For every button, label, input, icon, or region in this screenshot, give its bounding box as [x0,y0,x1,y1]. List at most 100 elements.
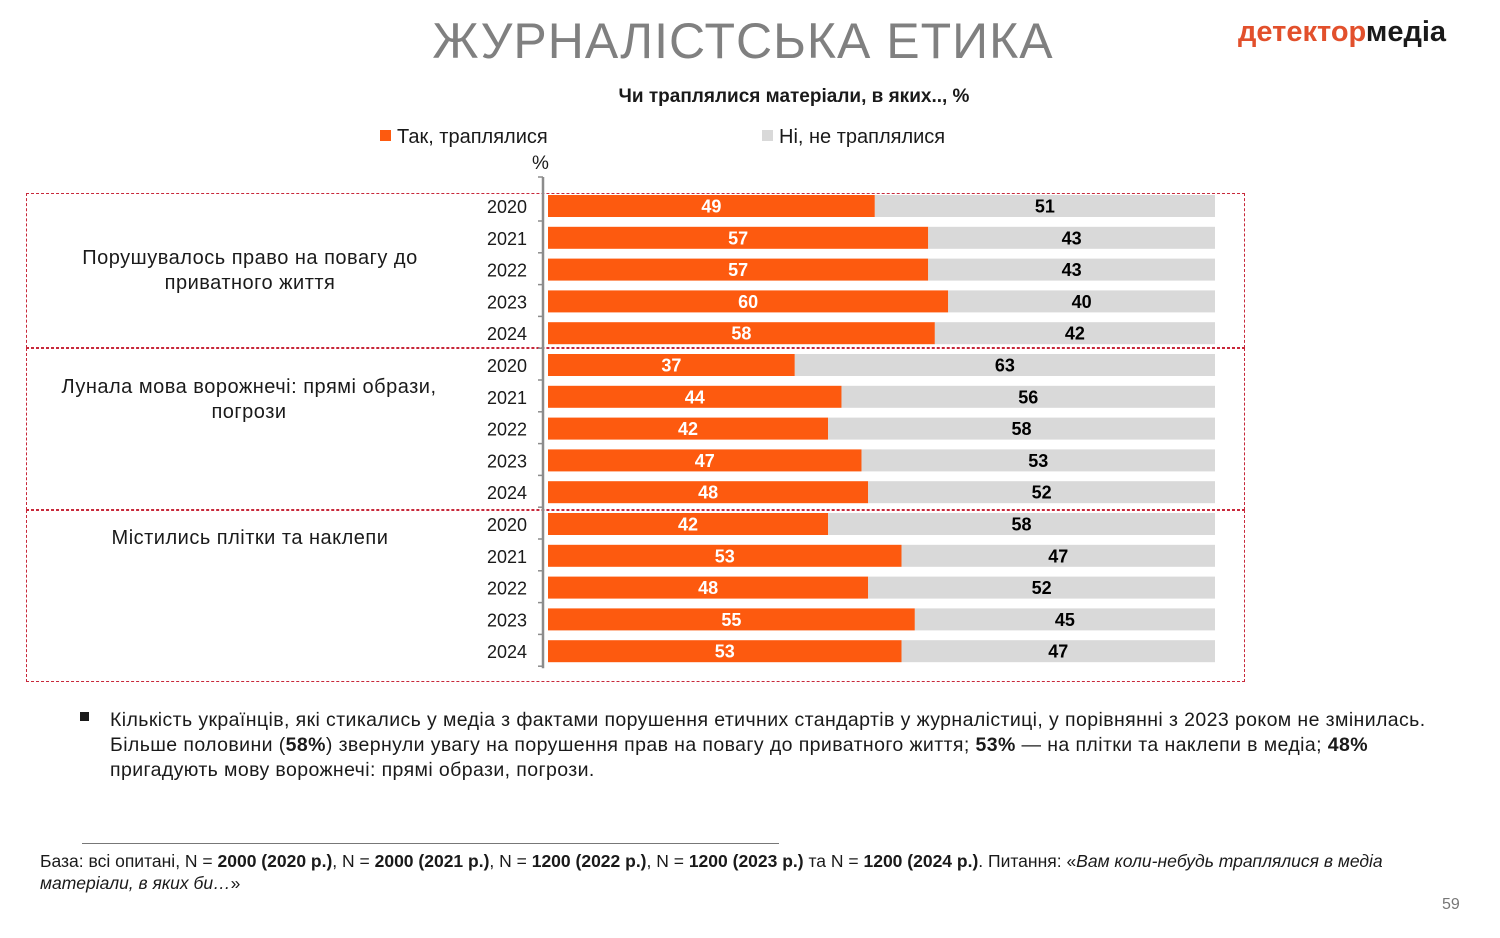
data-label-no: 51 [1035,197,1055,217]
footnote-part: » [230,873,241,893]
bar-yes [548,195,875,217]
summary-part: пригадують мову ворожнечі: прямі образи,… [110,759,595,781]
year-tick-label: 2024 [487,324,527,344]
data-label-no: 47 [1048,642,1068,662]
data-label-no: 42 [1065,324,1085,344]
data-label-no: 63 [995,356,1015,376]
footnote: База: всі опитані, N = 2000 (2020 р.), N… [40,850,1480,894]
bar-no [868,576,1215,599]
summary-highlight: 48% [1327,734,1368,756]
summary-text: Кількість українців, які стикались у мед… [110,708,1430,783]
data-label-no: 52 [1032,578,1052,598]
data-label-yes: 42 [678,515,698,535]
bar-yes [548,290,949,313]
chart-title: Чи траплялися матеріали, в яких.., % [618,86,970,107]
legend-swatch-yes [380,130,391,141]
page-title: ЖУРНАЛІСТСЬКА ЕТИКА [432,13,1054,69]
data-label-no: 58 [1012,515,1032,535]
legend-label-yes: Так, траплялися [397,126,548,148]
data-label-no: 40 [1072,292,1092,312]
stacked-bar-chart: 49 51 2020 57 43 2021 57 43 2022 60 40 2023 58 42 2024… [487,176,1215,669]
year-tick-label: 2022 [487,579,527,599]
data-label-yes: 57 [728,228,748,248]
group-box-hate-speech [26,348,1245,510]
year-tick-label: 2023 [487,451,527,471]
footnote-question: Вам коли-небудь траплялися в медіа матер… [40,851,1383,893]
bar-no [841,385,1215,408]
group-box-gossip [26,510,1245,682]
data-label-yes: 37 [661,356,681,376]
bar-yes [548,640,902,663]
year-tick-label: 2020 [487,356,527,376]
bar-no [868,481,1215,504]
year-tick-label: 2023 [487,292,527,312]
footnote-divider [82,843,779,844]
data-label-no: 43 [1062,228,1082,248]
data-label-yes: 48 [698,578,718,598]
footnote-part: База: всі опитані, N = [40,851,218,871]
data-label-yes: 60 [738,292,758,312]
group-label-privacy: Порушувалось право на повагу до приватно… [82,247,418,294]
summary-highlight: 53% [975,734,1016,756]
bar-no [828,417,1215,440]
bar-no [928,258,1215,281]
logo-part-1: детектор [1238,16,1366,48]
bar-yes [548,322,935,345]
data-label-no: 53 [1028,451,1048,471]
data-label-yes: 44 [685,387,705,407]
year-tick-label: 2020 [487,197,527,217]
footnote-part: , N = [489,851,532,871]
bar-yes [548,608,915,631]
bullet-icon [80,712,89,721]
data-label-no: 58 [1012,419,1032,439]
axis-unit-label: % [532,153,549,174]
year-tick-label: 2020 [487,515,527,535]
brand-logo: детектормедіа [1238,16,1446,49]
bar-no [901,640,1215,663]
footnote-bold: 1200 (2022 р.) [531,851,647,871]
data-label-no: 43 [1062,260,1082,280]
data-label-no: 52 [1032,483,1052,503]
bar-yes [548,544,902,567]
footnote-bold: 2000 (2020 р.) [217,851,333,871]
bar-no [928,226,1215,249]
legend-item-yes: Так, траплялися [380,126,548,149]
bar-yes [548,385,842,408]
bar-no [861,449,1215,472]
bar-yes [548,481,869,504]
year-tick-label: 2022 [487,261,527,281]
year-tick-label: 2021 [487,388,527,408]
data-label-yes: 49 [701,197,721,217]
legend-item-no: Ні, не траплялися [762,126,945,149]
data-label-yes: 48 [698,483,718,503]
data-label-no: 47 [1048,546,1068,566]
data-label-no: 45 [1055,610,1075,630]
group-label-gossip: Містились плітки та наклепи [111,527,389,549]
year-tick-label: 2022 [487,420,527,440]
bar-yes [548,354,795,376]
legend-label-no: Ні, не траплялися [779,126,946,148]
summary-highlight: 58% [285,734,326,756]
bar-yes [548,576,869,599]
year-tick-label: 2021 [487,547,527,567]
bar-no [948,290,1215,313]
year-tick-label: 2023 [487,610,527,630]
data-label-yes: 47 [695,451,715,471]
bar-no [874,195,1215,217]
year-tick-label: 2024 [487,642,527,662]
page-number: 59 [1442,896,1460,913]
footnote-part: , N = [332,851,375,871]
data-label-no: 56 [1018,387,1038,407]
bar-yes [548,417,829,440]
bar-yes [548,226,929,249]
data-label-yes: 42 [678,419,698,439]
bar-no [901,544,1215,567]
data-label-yes: 55 [721,610,741,630]
footnote-bold: 1200 (2024 р.) [863,851,979,871]
group-label-hate-speech: Лунала мова ворожнечі: прямі образи, пог… [61,376,437,423]
bar-yes [548,513,829,535]
data-label-yes: 57 [728,260,748,280]
data-label-yes: 53 [715,642,735,662]
data-label-yes: 58 [731,324,751,344]
footnote-part: та N = [803,851,864,871]
